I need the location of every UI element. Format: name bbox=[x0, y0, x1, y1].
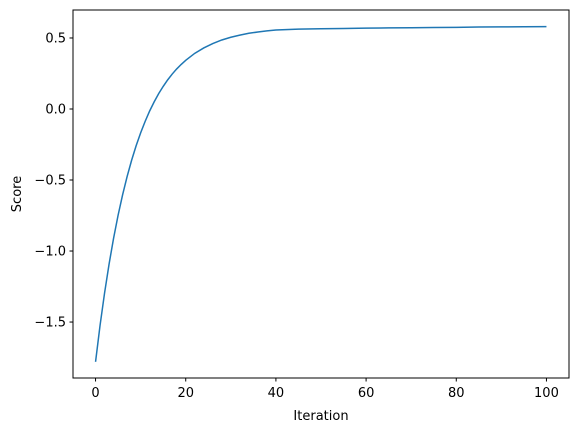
x-tick-label: 40 bbox=[268, 386, 285, 401]
y-tick-label: 0.0 bbox=[45, 102, 66, 117]
x-tick-label: 60 bbox=[358, 386, 375, 401]
y-tick-label: −1.0 bbox=[34, 245, 66, 260]
y-tick-label: 0.5 bbox=[45, 31, 66, 46]
x-tick-label: 80 bbox=[448, 386, 465, 401]
axes-frame bbox=[72, 9, 570, 379]
data-line bbox=[94, 25, 547, 362]
y-axis-label: Score bbox=[10, 176, 25, 212]
y-tick-label: −0.5 bbox=[34, 174, 66, 189]
y-tick-label: −1.5 bbox=[34, 316, 66, 331]
x-axis-label: Iteration bbox=[293, 409, 348, 424]
x-tick-label: 0 bbox=[91, 386, 99, 401]
x-tick-label: 20 bbox=[177, 386, 194, 401]
x-tick-label: 100 bbox=[534, 386, 559, 401]
